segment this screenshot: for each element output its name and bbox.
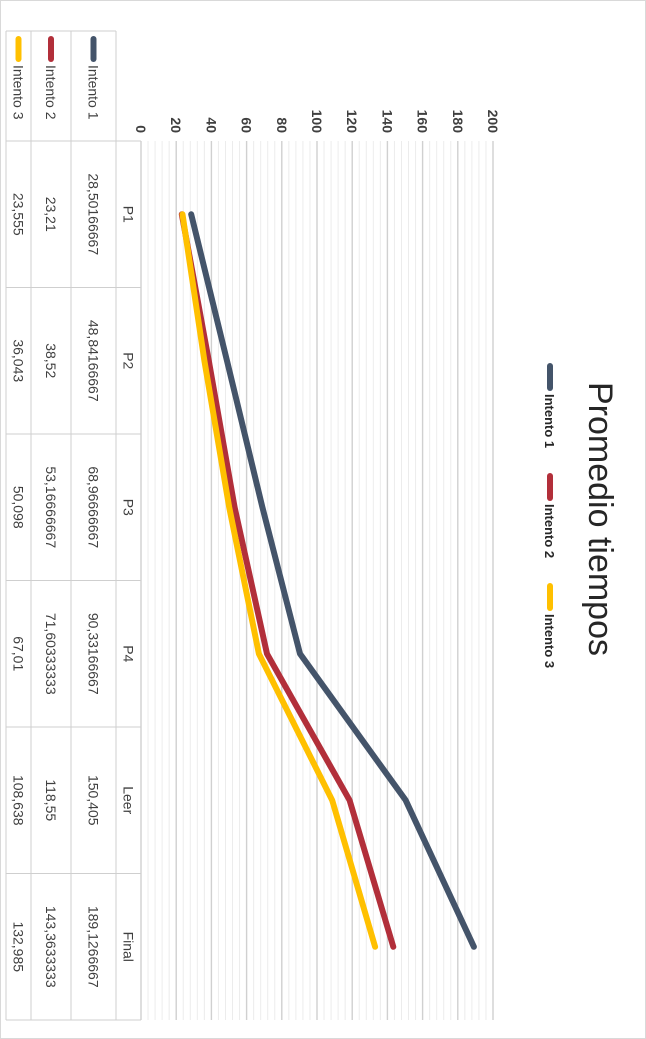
gridlines [140, 141, 494, 1020]
table-cell: 23,21 [43, 197, 59, 232]
y-tick-label: 80 [274, 117, 290, 133]
y-axis-ticks: 0 20 40 60 80 100 120 140 160 180 200 [133, 110, 501, 134]
table-cell: 53,16666667 [43, 466, 59, 548]
table-cell: 38,52 [43, 343, 59, 378]
table-cell: 132,985 [11, 921, 27, 972]
category-label: P1 [121, 206, 137, 223]
series-row-label: Intento 1 [86, 65, 102, 120]
table-cell: 48,84166667 [86, 320, 102, 402]
series-line [178, 211, 397, 950]
category-label: P4 [121, 645, 137, 662]
data-point [203, 360, 205, 362]
table-cell: 36,043 [11, 339, 27, 382]
data-point [226, 360, 228, 362]
series-line [179, 211, 379, 950]
y-tick-label: 60 [239, 117, 255, 133]
legend-label: Intento 3 [542, 614, 557, 668]
category-label: Final [121, 932, 137, 962]
data-point [234, 506, 236, 508]
y-tick-label: 140 [379, 110, 395, 134]
y-tick-label: 160 [415, 110, 431, 134]
table-cell: 68,96666667 [86, 466, 102, 548]
data-point [190, 213, 192, 215]
table-cell: 71,60333333 [43, 613, 59, 695]
category-label: P2 [121, 352, 137, 369]
data-point [299, 653, 301, 655]
series-row-label: Intento 3 [11, 65, 27, 120]
y-tick-label: 20 [168, 117, 184, 133]
data-table: P1 P2 P3 P4 Leer Final Intento 1 28,50166667 48,… [5, 30, 142, 1021]
table-cell: 50,098 [11, 486, 27, 529]
data-point [405, 799, 407, 801]
table-cell: 90,33166667 [86, 613, 102, 695]
y-tick-label: 0 [133, 125, 149, 133]
category-label: P3 [121, 499, 137, 516]
y-tick-label: 180 [450, 110, 466, 134]
table-cell: 143,3633333 [43, 906, 59, 988]
data-point [266, 653, 268, 655]
table-cell: 23,555 [11, 193, 27, 236]
table-cell: 118,55 [43, 779, 59, 821]
data-point [181, 213, 183, 215]
y-tick-label: 120 [344, 110, 360, 134]
data-point [258, 653, 260, 655]
data-point [331, 799, 333, 801]
data-point [392, 946, 394, 948]
data-point [374, 946, 376, 948]
data-point [349, 799, 351, 801]
legend-label: Intento 1 [542, 394, 557, 448]
data-point [473, 946, 475, 948]
category-label: Leer [121, 786, 137, 814]
table-cell: 150,405 [86, 775, 102, 826]
data-point [228, 506, 230, 508]
table-cell: 67,01 [11, 636, 27, 671]
data-point [208, 360, 210, 362]
table-cell: 189,1266667 [86, 906, 102, 988]
series-row-label: Intento 2 [43, 65, 59, 120]
table-cell: 108,638 [11, 775, 27, 826]
series-line [188, 211, 477, 950]
series-lines [178, 211, 477, 950]
legend: Intento 1 Intento 2 Intento 3 [542, 363, 557, 668]
y-tick-label: 200 [485, 110, 501, 134]
y-tick-label: 100 [309, 110, 325, 134]
data-point [261, 506, 263, 508]
legend-label: Intento 2 [542, 504, 557, 558]
chart-title: Promedio tiempos [581, 382, 619, 656]
table-cell: 28,50166667 [86, 173, 102, 255]
y-tick-label: 40 [203, 117, 219, 133]
